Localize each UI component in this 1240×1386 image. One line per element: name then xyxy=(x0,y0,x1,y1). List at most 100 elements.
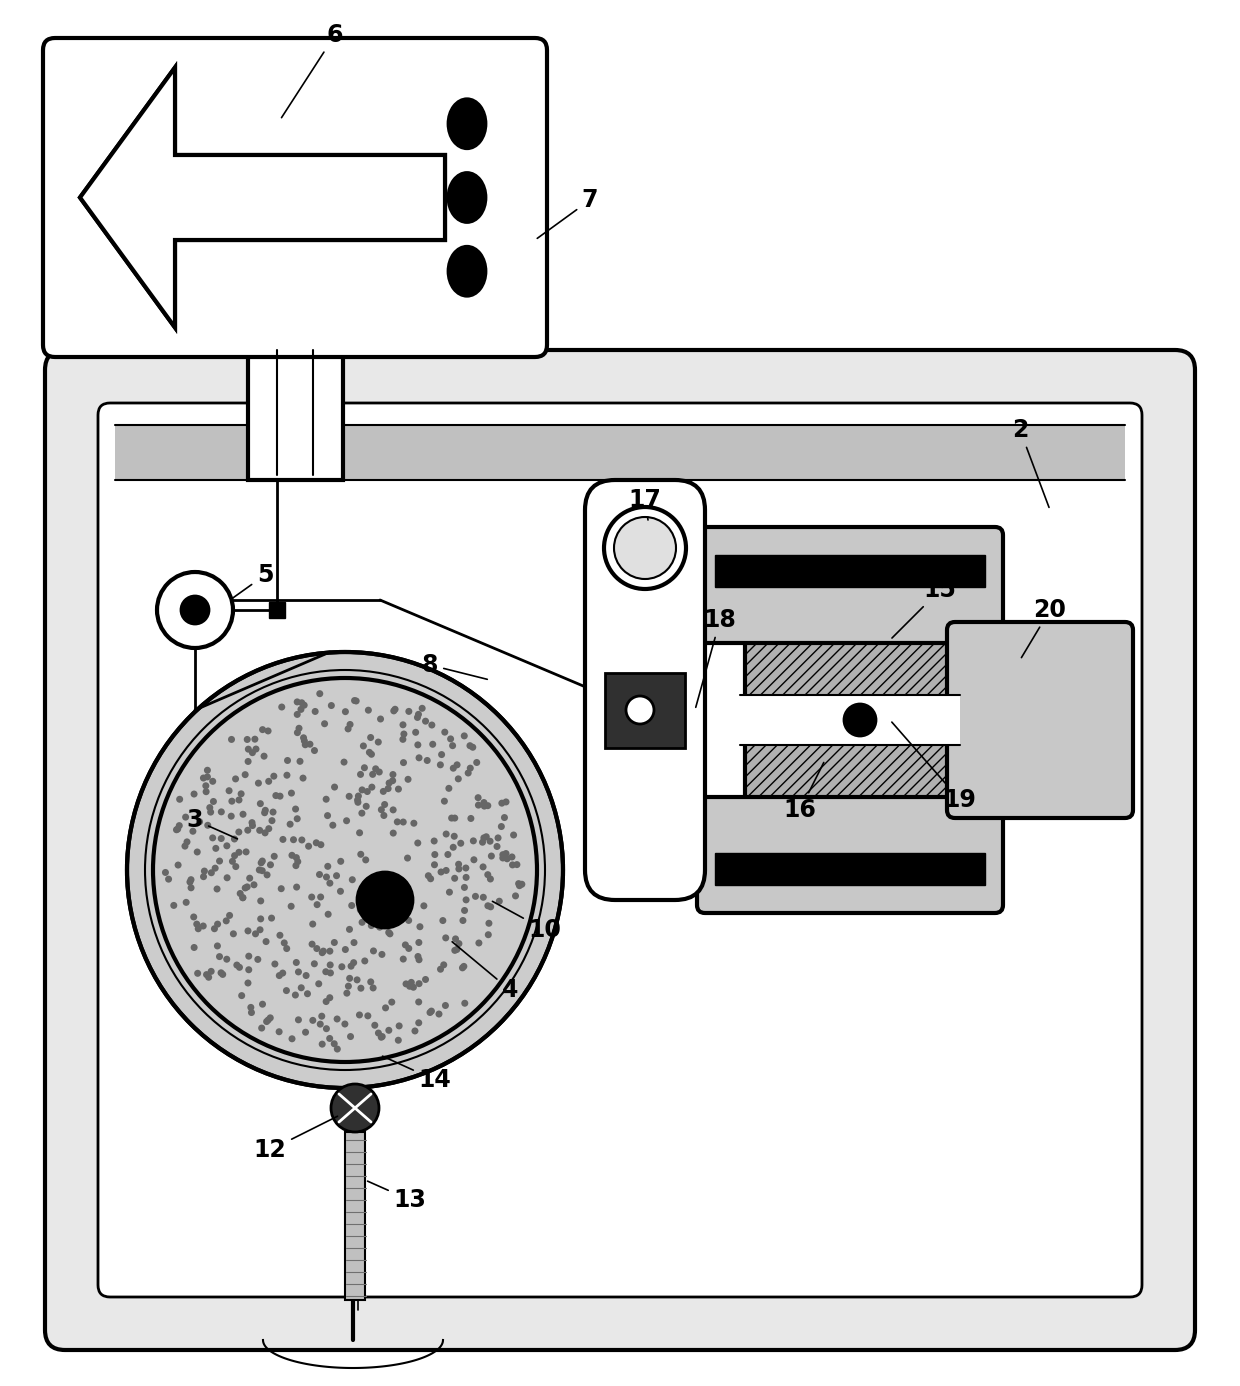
Circle shape xyxy=(259,726,267,733)
Circle shape xyxy=(324,812,331,819)
FancyBboxPatch shape xyxy=(45,351,1195,1350)
Circle shape xyxy=(317,841,325,848)
Circle shape xyxy=(337,858,345,865)
Circle shape xyxy=(216,954,223,960)
Circle shape xyxy=(405,918,412,924)
Circle shape xyxy=(301,737,308,744)
Circle shape xyxy=(362,857,370,863)
Circle shape xyxy=(394,1037,402,1044)
Circle shape xyxy=(264,1016,272,1023)
Circle shape xyxy=(284,757,291,764)
Bar xyxy=(248,345,342,480)
Circle shape xyxy=(461,906,467,913)
FancyBboxPatch shape xyxy=(947,622,1133,818)
Circle shape xyxy=(366,748,373,755)
Circle shape xyxy=(162,869,169,876)
Circle shape xyxy=(355,798,361,805)
Circle shape xyxy=(500,855,506,862)
Circle shape xyxy=(262,809,268,816)
Circle shape xyxy=(439,918,446,924)
Circle shape xyxy=(223,875,231,881)
Text: 4: 4 xyxy=(453,941,518,1002)
Circle shape xyxy=(259,868,265,875)
Circle shape xyxy=(428,1008,435,1015)
Circle shape xyxy=(181,843,188,850)
Circle shape xyxy=(320,948,327,955)
Circle shape xyxy=(401,730,408,737)
Circle shape xyxy=(357,771,365,778)
Circle shape xyxy=(295,969,303,976)
Circle shape xyxy=(436,966,444,973)
Circle shape xyxy=(200,923,207,930)
Circle shape xyxy=(419,705,425,712)
Circle shape xyxy=(290,836,298,843)
Text: 3: 3 xyxy=(187,808,238,839)
Text: 15: 15 xyxy=(892,578,956,638)
Circle shape xyxy=(257,827,263,834)
Circle shape xyxy=(294,815,301,822)
Circle shape xyxy=(454,947,460,954)
Circle shape xyxy=(215,920,221,927)
Circle shape xyxy=(513,861,521,868)
Circle shape xyxy=(402,941,409,948)
Circle shape xyxy=(202,782,210,789)
Circle shape xyxy=(270,852,278,859)
Circle shape xyxy=(345,725,352,732)
Circle shape xyxy=(250,881,258,888)
Circle shape xyxy=(228,798,236,805)
Circle shape xyxy=(191,944,197,951)
Circle shape xyxy=(414,742,422,748)
Circle shape xyxy=(309,941,316,948)
Circle shape xyxy=(474,760,480,766)
Circle shape xyxy=(311,960,317,967)
Circle shape xyxy=(289,852,295,859)
Circle shape xyxy=(475,801,482,808)
Circle shape xyxy=(438,869,445,876)
Circle shape xyxy=(327,969,334,977)
Circle shape xyxy=(399,955,407,962)
Circle shape xyxy=(376,886,383,893)
Text: 14: 14 xyxy=(382,1056,451,1092)
Circle shape xyxy=(372,765,379,772)
Circle shape xyxy=(247,1003,254,1010)
Circle shape xyxy=(331,938,337,947)
Circle shape xyxy=(515,880,522,887)
Circle shape xyxy=(346,793,352,800)
Circle shape xyxy=(216,858,223,865)
Circle shape xyxy=(467,815,475,822)
Circle shape xyxy=(301,742,309,748)
Circle shape xyxy=(346,721,353,728)
Circle shape xyxy=(309,894,315,901)
Bar xyxy=(605,672,684,747)
Circle shape xyxy=(279,836,286,843)
Circle shape xyxy=(299,837,305,844)
Circle shape xyxy=(367,979,374,985)
Bar xyxy=(175,155,445,240)
Circle shape xyxy=(278,886,285,893)
Circle shape xyxy=(275,1028,283,1035)
Circle shape xyxy=(228,812,234,819)
Circle shape xyxy=(325,911,331,918)
Circle shape xyxy=(314,901,321,908)
Circle shape xyxy=(257,897,264,905)
Circle shape xyxy=(363,802,370,809)
Circle shape xyxy=(379,787,387,796)
Circle shape xyxy=(412,729,419,736)
Text: 13: 13 xyxy=(367,1181,427,1211)
Circle shape xyxy=(396,1023,403,1030)
Circle shape xyxy=(386,929,392,936)
Circle shape xyxy=(451,875,458,881)
Circle shape xyxy=(399,721,407,728)
Circle shape xyxy=(348,876,356,883)
Text: 16: 16 xyxy=(784,762,823,822)
Circle shape xyxy=(392,705,398,712)
Bar xyxy=(715,852,985,886)
FancyBboxPatch shape xyxy=(43,37,547,358)
Circle shape xyxy=(296,758,304,765)
Circle shape xyxy=(311,708,319,715)
Circle shape xyxy=(508,862,516,869)
Circle shape xyxy=(322,1026,330,1033)
Circle shape xyxy=(229,930,237,937)
Circle shape xyxy=(277,793,284,800)
Circle shape xyxy=(389,830,397,837)
